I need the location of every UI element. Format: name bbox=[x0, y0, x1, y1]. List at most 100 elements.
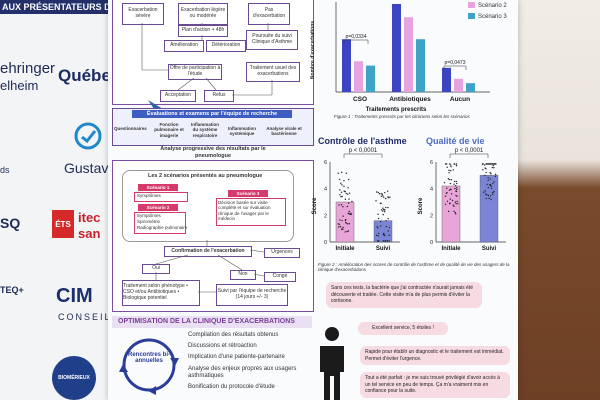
score-point bbox=[454, 201, 457, 203]
score-point bbox=[341, 228, 344, 230]
score-point bbox=[375, 191, 378, 193]
score-point bbox=[444, 203, 447, 206]
scenario3-label: Scénario 3 bbox=[228, 190, 268, 197]
score-point bbox=[377, 217, 380, 220]
score-point bbox=[348, 178, 350, 181]
score-point bbox=[448, 169, 450, 172]
score-point bbox=[339, 189, 341, 191]
score-pvalue-bracket-1 bbox=[449, 153, 489, 158]
cycle-label: Rencontres bi-annuelles bbox=[127, 352, 170, 364]
score-point bbox=[383, 240, 385, 242]
score-y-label-0: Score bbox=[312, 197, 318, 214]
score-point bbox=[388, 234, 390, 237]
score-point bbox=[378, 232, 380, 235]
score-point bbox=[380, 193, 382, 195]
score-point bbox=[453, 163, 456, 165]
score-point bbox=[453, 180, 456, 183]
score-point bbox=[484, 164, 486, 166]
score-point bbox=[484, 190, 486, 192]
bar-pvalue-2: p=0,0473 bbox=[445, 60, 466, 66]
score-point bbox=[489, 195, 492, 197]
score-point bbox=[343, 185, 345, 188]
score-point bbox=[449, 163, 451, 165]
scenario2-item-2: Spirométrie bbox=[137, 219, 161, 224]
bar-aucun-0 bbox=[442, 67, 451, 92]
score-point bbox=[456, 200, 458, 203]
score-point bbox=[377, 191, 379, 194]
sponsor-banner: AUX PRÉSENTATEURS DE ehringer elheim Qué… bbox=[0, 0, 120, 400]
score-point bbox=[347, 230, 350, 232]
score-point bbox=[375, 234, 378, 236]
score-point bbox=[449, 198, 452, 200]
score-point bbox=[453, 205, 455, 207]
box-poursuite-suivi: Poursuite du suivi Clinique d'Asthme bbox=[246, 30, 298, 50]
score-point bbox=[386, 190, 389, 192]
score-point bbox=[456, 187, 458, 189]
scenario-arrows bbox=[155, 240, 265, 293]
score-point bbox=[386, 240, 389, 242]
box-urgences: Urgences bbox=[264, 248, 300, 258]
score-point bbox=[338, 226, 340, 228]
score-point bbox=[490, 198, 492, 201]
score-point bbox=[377, 227, 379, 229]
score-point bbox=[387, 217, 389, 220]
score-point bbox=[388, 226, 391, 229]
score-point bbox=[485, 197, 487, 200]
score-pvalue-1: p < 0,0001 bbox=[455, 148, 484, 154]
score-point bbox=[450, 193, 453, 195]
score-point bbox=[492, 193, 494, 196]
bar-cso-1 bbox=[354, 61, 363, 92]
optim-item: Analyse des enjeux propres aux usagers a… bbox=[188, 365, 297, 379]
score-point bbox=[385, 240, 387, 242]
score-point bbox=[450, 165, 452, 168]
scenario1-label: Scénario 1 bbox=[138, 184, 178, 191]
scenario3-text: Décision basée sur visite complète et su… bbox=[216, 198, 286, 226]
box-conge: Congé bbox=[264, 272, 296, 282]
score-point bbox=[489, 184, 492, 187]
score-point bbox=[348, 210, 350, 213]
score-point bbox=[387, 230, 389, 232]
score-point bbox=[492, 164, 494, 167]
score-point bbox=[485, 168, 487, 170]
scenario1-item: Symptômes bbox=[134, 192, 188, 202]
score-bar-1-1 bbox=[479, 175, 499, 243]
box-offre-participation: Offre de participation à l'étude bbox=[168, 64, 222, 80]
score-point bbox=[489, 178, 491, 180]
scenarios-title: Les 2 scénarios présentés au pneumologue bbox=[148, 173, 263, 179]
bar-pvalue-1: p=0,0334 bbox=[346, 34, 367, 40]
score-point bbox=[487, 177, 489, 179]
score-tick-label: 0 bbox=[430, 240, 433, 246]
score-point bbox=[452, 204, 454, 206]
score-point bbox=[445, 163, 448, 165]
score-point bbox=[339, 219, 341, 221]
score-point bbox=[377, 235, 379, 237]
bar-chart: Nombre d'exacerbations CSO Antibiotiques Au… bbox=[310, 2, 507, 113]
box-refus: Refus bbox=[204, 90, 234, 102]
score-point bbox=[377, 240, 379, 242]
score-point bbox=[446, 187, 448, 190]
score-point bbox=[380, 195, 383, 197]
score-point bbox=[481, 163, 484, 165]
score-point bbox=[347, 212, 349, 215]
score-point bbox=[340, 191, 343, 194]
score-point bbox=[444, 195, 447, 197]
score-point bbox=[389, 196, 391, 198]
bar-pvalue-bracket-2 bbox=[443, 65, 467, 70]
figure1-caption: Figure 1 : Traitements prescrits par les… bbox=[334, 114, 470, 119]
eval-questionnaires: Questionnaires bbox=[114, 126, 147, 131]
score-point bbox=[377, 213, 379, 215]
quote-4: Tout a été parfait : je me suis trouvé p… bbox=[360, 372, 510, 398]
cycle-arrows-icon bbox=[119, 338, 179, 395]
score-point bbox=[490, 163, 492, 165]
score-x-label: Suivi bbox=[376, 246, 391, 252]
logo-fragment-ds: ds bbox=[0, 165, 10, 175]
score-point bbox=[339, 225, 342, 228]
score-tick-label: 0 bbox=[324, 240, 327, 246]
score-point bbox=[448, 178, 451, 181]
optim-item: Implication d'une patiente-partenaire bbox=[188, 354, 285, 361]
optim-title: OPTIMISATION DE LA CLINIQUE D'EXACERBATI… bbox=[118, 318, 295, 325]
score-point bbox=[385, 225, 387, 228]
score-point bbox=[341, 184, 343, 186]
score-point bbox=[382, 194, 384, 197]
figure2-caption: Figure 2 : Amélioration des scores de co… bbox=[318, 262, 510, 273]
